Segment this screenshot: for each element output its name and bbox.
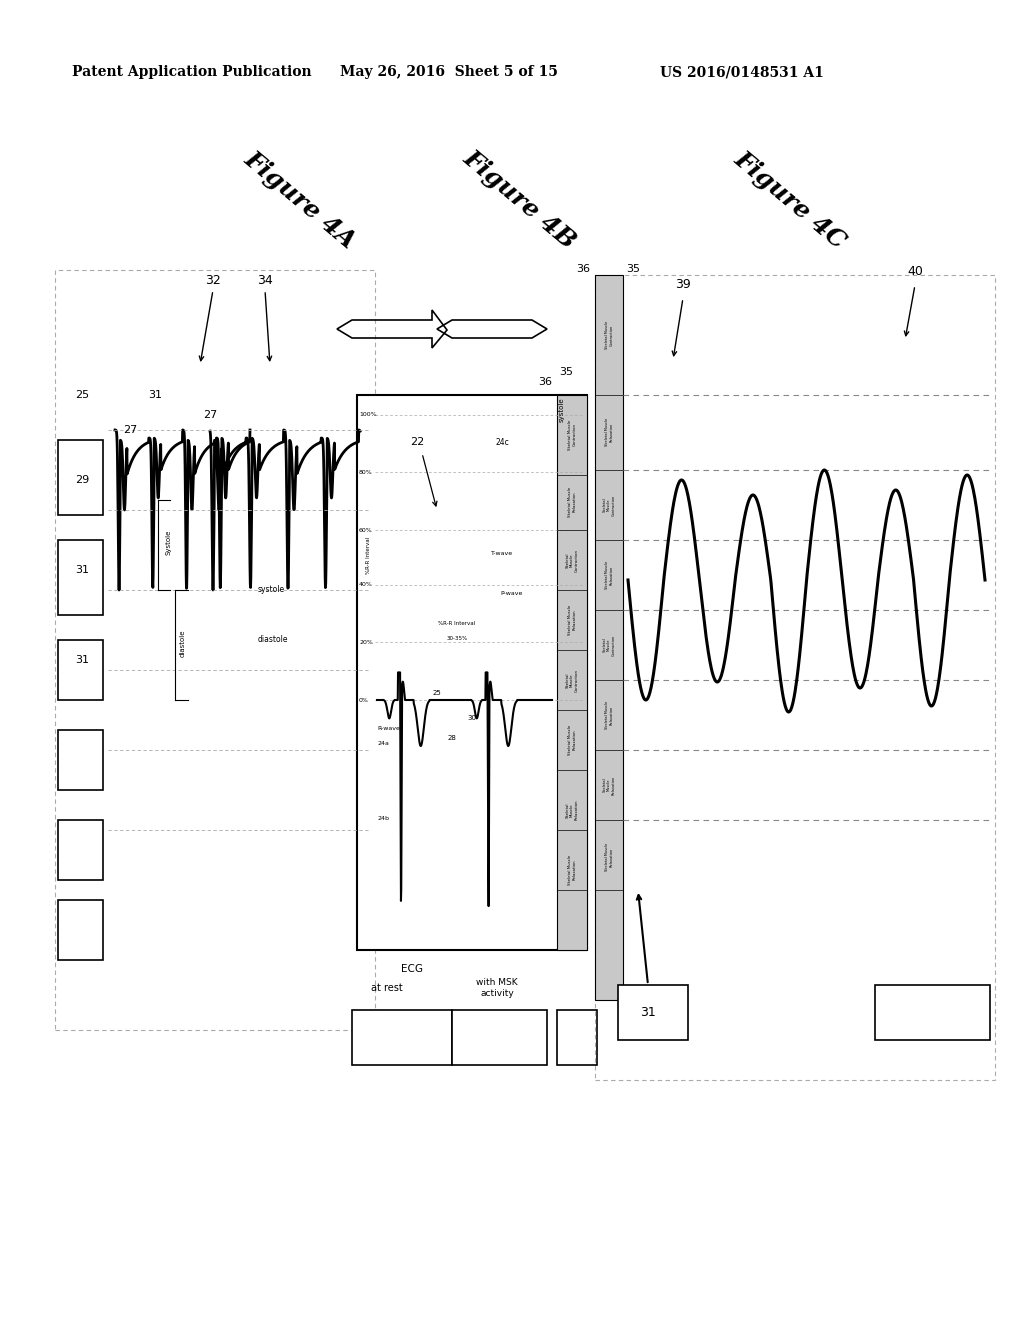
Text: 24a: 24a (377, 741, 389, 746)
Text: Skeletal
Muscle
Contraction: Skeletal Muscle Contraction (602, 495, 615, 516)
Text: 22: 22 (410, 437, 424, 447)
Bar (58, 640, 103, 700)
Text: 36: 36 (538, 378, 552, 387)
Text: 25: 25 (75, 389, 89, 400)
Text: Systole: Systole (165, 529, 171, 554)
Text: Skeletal
Muscle
Contraction: Skeletal Muscle Contraction (565, 549, 579, 572)
Text: Skeletal Muscle
Relaxation: Skeletal Muscle Relaxation (567, 855, 577, 886)
Bar (557, 395, 587, 950)
Text: with MSK
activity: with MSK activity (476, 978, 518, 998)
Text: 36: 36 (575, 264, 590, 275)
Text: 28: 28 (447, 735, 457, 741)
Text: 27: 27 (203, 411, 217, 420)
Text: diastole: diastole (258, 635, 289, 644)
Text: 24b: 24b (377, 816, 389, 821)
Text: Skeletal Muscle
Contraction: Skeletal Muscle Contraction (567, 420, 577, 450)
Text: 25: 25 (432, 690, 441, 696)
Text: 31: 31 (148, 389, 162, 400)
Text: T-wave: T-wave (490, 550, 513, 556)
Text: 39: 39 (675, 279, 691, 290)
Text: 30-35%: 30-35% (446, 636, 468, 642)
Text: 0%: 0% (359, 697, 369, 702)
Text: 60%: 60% (359, 528, 373, 532)
Bar (352, 1010, 452, 1065)
Bar (58, 820, 103, 880)
Text: Figure 4B: Figure 4B (459, 147, 581, 253)
Text: 20%: 20% (359, 639, 373, 644)
Text: Skeletal Muscle
Contraction: Skeletal Muscle Contraction (605, 321, 613, 348)
Text: systole: systole (258, 586, 285, 594)
Bar (58, 440, 103, 515)
Text: Figure 4C: Figure 4C (729, 147, 851, 253)
Text: 100%: 100% (359, 412, 377, 417)
Text: Skeletal Muscle
Relaxation: Skeletal Muscle Relaxation (605, 561, 613, 589)
Bar (357, 395, 587, 950)
Text: 40: 40 (907, 265, 923, 279)
Text: 30: 30 (468, 715, 476, 721)
Text: 29: 29 (75, 475, 89, 484)
Text: ECG: ECG (401, 964, 423, 974)
Text: Skeletal
Muscle
Contraction: Skeletal Muscle Contraction (602, 635, 615, 656)
Bar (595, 275, 623, 1001)
Bar (874, 985, 990, 1040)
Text: %R-R Interval: %R-R Interval (438, 620, 475, 626)
Text: 35: 35 (559, 367, 573, 378)
Text: US 2016/0148531 A1: US 2016/0148531 A1 (660, 65, 824, 79)
Text: systole: systole (559, 397, 565, 422)
Text: Figure 4A: Figure 4A (240, 147, 360, 253)
Text: 35: 35 (626, 264, 640, 275)
Bar (55, 271, 375, 1030)
Text: Skeletal
Muscle
Relaxation: Skeletal Muscle Relaxation (602, 775, 615, 795)
Text: Skeletal Muscle
Relaxation: Skeletal Muscle Relaxation (567, 605, 577, 635)
Bar (595, 275, 995, 1080)
Text: 34: 34 (257, 273, 272, 286)
Text: P-wave: P-wave (501, 591, 523, 597)
Text: 31: 31 (75, 655, 89, 665)
Text: 80%: 80% (359, 470, 373, 474)
Bar (58, 540, 103, 615)
Text: Skeletal Muscle
Relaxation: Skeletal Muscle Relaxation (567, 725, 577, 755)
Text: 31: 31 (640, 1006, 656, 1019)
Bar (452, 1010, 547, 1065)
Bar (618, 985, 688, 1040)
Text: R-wave: R-wave (377, 726, 400, 731)
Text: diastole: diastole (180, 630, 186, 657)
Bar (557, 1010, 597, 1065)
Text: 24c: 24c (496, 438, 509, 447)
Text: 40%: 40% (359, 582, 373, 587)
Text: Skeletal Muscle
Relaxation: Skeletal Muscle Relaxation (605, 701, 613, 729)
Text: 27: 27 (123, 425, 137, 436)
Text: Skeletal
Muscle
Contraction: Skeletal Muscle Contraction (565, 668, 579, 692)
Text: Skeletal Muscle
Relaxation: Skeletal Muscle Relaxation (567, 487, 577, 517)
Text: 31: 31 (75, 565, 89, 576)
Text: May 26, 2016  Sheet 5 of 15: May 26, 2016 Sheet 5 of 15 (340, 65, 558, 79)
Text: Skeletal Muscle
Relaxation: Skeletal Muscle Relaxation (605, 843, 613, 871)
Text: %R-R Interval: %R-R Interval (367, 536, 372, 574)
Text: Skeletal
Muscle
Relaxation: Skeletal Muscle Relaxation (565, 800, 579, 820)
Text: at rest: at rest (371, 983, 402, 993)
Bar (58, 730, 103, 789)
Bar (58, 900, 103, 960)
Text: Patent Application Publication: Patent Application Publication (72, 65, 311, 79)
Text: Skeletal Muscle
Relaxation: Skeletal Muscle Relaxation (605, 418, 613, 446)
Text: 32: 32 (205, 273, 221, 286)
